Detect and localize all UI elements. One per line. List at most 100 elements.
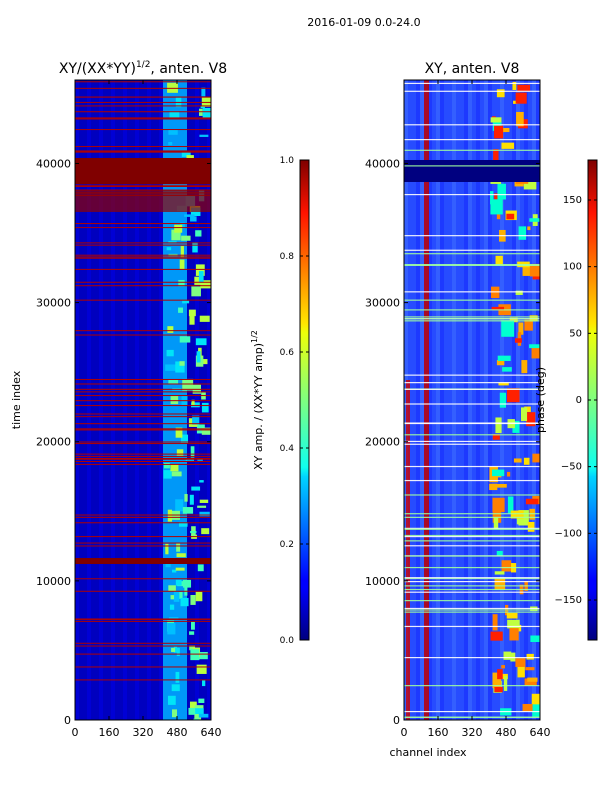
heatmap-patch <box>491 469 505 477</box>
heatmap-column-band <box>135 80 139 720</box>
heatmap-flag-row <box>404 600 540 602</box>
heatmap-patch <box>529 218 540 222</box>
left-panel-title: XY/(XX*YY)1/2, anten. V8 <box>59 60 227 77</box>
heatmap-column-band <box>155 80 159 720</box>
heatmap-flag-row <box>75 423 211 425</box>
heatmap-patch <box>529 344 540 349</box>
heatmap-patch <box>525 667 535 671</box>
colorbar-tick-label: −50 <box>561 462 582 473</box>
heatmap-patch <box>169 604 175 610</box>
heatmap-patch <box>172 709 177 718</box>
heatmap-flag-row <box>75 545 211 547</box>
heatmap-flag-row <box>75 514 211 516</box>
heatmap-patch <box>197 564 204 572</box>
heatmap-column-band <box>123 80 127 720</box>
heatmap-flag-row <box>75 666 211 668</box>
x-tick-label: 480 <box>167 726 188 739</box>
heatmap-patch <box>522 703 533 712</box>
heatmap-column-band <box>167 80 171 720</box>
heatmap-flag-row <box>404 253 540 255</box>
heatmap-flag-row <box>404 235 540 237</box>
heatmap-patch <box>527 521 535 532</box>
heatmap-column-band <box>456 80 460 720</box>
heatmap-patch <box>490 191 494 205</box>
heatmap-flag-row <box>75 679 211 681</box>
heatmap-patch <box>180 246 184 258</box>
y-tick-label: 0 <box>393 714 400 727</box>
heatmap-patch <box>498 382 509 386</box>
heatmap-patch <box>507 619 520 629</box>
heatmap-patch <box>191 399 195 405</box>
heatmap-patch <box>178 279 185 287</box>
heatmap-patch <box>527 226 531 231</box>
colorbar-tick-label: 150 <box>563 195 582 206</box>
heatmap-patch <box>523 457 530 465</box>
heatmap-patch <box>490 199 503 215</box>
heatmap-flag-row <box>75 388 211 390</box>
heatmap-flag-row <box>75 416 211 418</box>
heatmap-patch <box>518 322 524 335</box>
heatmap-patch <box>181 235 191 241</box>
heatmap-flag-row <box>75 242 211 244</box>
heatmap-patch <box>176 449 184 456</box>
heatmap-flag-row <box>404 588 540 591</box>
heatmap-patch <box>167 326 174 333</box>
heatmap-patch <box>188 707 196 715</box>
heatmap-column-band <box>143 80 147 720</box>
heatmap-patch <box>489 483 498 491</box>
heatmap-column-band <box>159 80 163 720</box>
heatmap-column-band <box>131 80 135 720</box>
heatmap-patch <box>201 87 206 97</box>
heatmap-column-band <box>203 80 207 720</box>
heatmap-flag-row <box>404 479 540 482</box>
heatmap-column-band <box>151 80 155 720</box>
heatmap-flag-row <box>404 264 540 266</box>
left-colorbar-gradient <box>299 159 310 641</box>
heatmap-patch <box>175 499 184 512</box>
heatmap-flag-row <box>404 316 540 318</box>
heatmap-column-band <box>412 80 416 720</box>
heatmap-flag-row <box>75 111 211 113</box>
heatmap-patch <box>163 470 172 479</box>
heatmap-patch <box>175 361 185 373</box>
heatmap-flag-row <box>404 388 540 390</box>
heatmap-patch <box>201 528 210 535</box>
heatmap-patch <box>171 684 180 692</box>
x-tick-label: 0 <box>401 726 408 739</box>
heatmap-patch <box>199 480 204 483</box>
heatmap-patch <box>495 255 503 266</box>
heatmap-flag-row <box>404 591 540 593</box>
heatmap-flag-row <box>404 264 540 266</box>
heatmap-column-band <box>476 80 480 720</box>
heatmap-patch <box>499 392 506 408</box>
heatmap-flag-row <box>404 374 540 376</box>
heatmap-patch <box>501 128 510 133</box>
heatmap-flag-row <box>404 609 540 611</box>
heatmap-patch <box>189 494 194 505</box>
heatmap-patch <box>509 317 518 323</box>
heatmap-flag-row <box>75 522 211 524</box>
heatmap-patch <box>171 229 181 241</box>
x-tick-label: 640 <box>530 726 551 739</box>
heatmap-patch <box>201 427 211 435</box>
heatmap-patch <box>196 664 207 674</box>
heatmap-flag-row <box>75 151 211 153</box>
heatmap-patch <box>492 497 505 512</box>
heatmap-flag-row <box>404 611 540 613</box>
heatmap-patch <box>199 511 210 517</box>
heatmap-flag-row <box>404 513 540 515</box>
colorbar-tick-label: −150 <box>555 595 582 606</box>
heatmap-flag-row <box>75 455 211 457</box>
right-axes: 0 160 320 480 640 0 10000 20000 30000 40000 <box>365 80 551 739</box>
heatmap-patch <box>490 631 503 641</box>
heatmap-flag-row <box>75 395 211 397</box>
y-tick-label: 0 <box>64 714 71 727</box>
heatmap-flag-row <box>75 413 211 415</box>
heatmap-column-band <box>432 80 436 720</box>
heatmap-patch <box>522 265 530 276</box>
heatmap-flag-row <box>404 527 540 529</box>
heatmap-column-band <box>536 80 540 720</box>
colorbar-tick-label: 0.6 <box>280 348 295 358</box>
heatmap-column-band <box>460 80 464 720</box>
heatmap-flag-row <box>404 534 540 537</box>
